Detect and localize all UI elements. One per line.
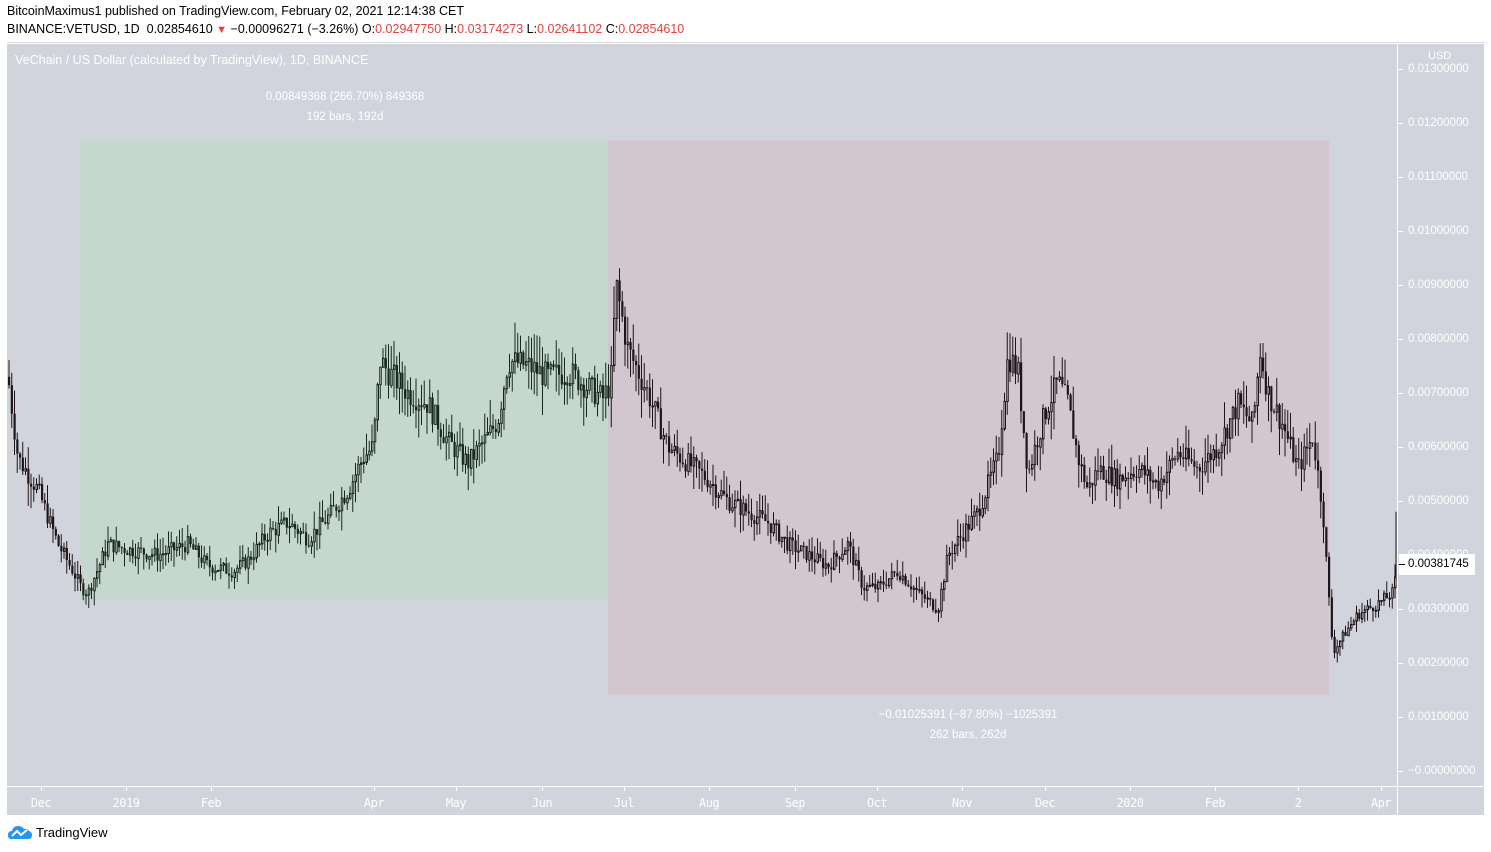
- price-tick-label: 0.00800000: [1408, 333, 1469, 345]
- price-tick-label: 0.00400000: [1408, 549, 1469, 561]
- time-tick: [795, 787, 796, 791]
- price-tick-label: 0.01300000: [1408, 63, 1469, 75]
- price-tick-label: 0.01000000: [1408, 225, 1469, 237]
- price-tick: [1398, 69, 1403, 70]
- price-tick: [1398, 771, 1403, 772]
- price-tick-label: 0.00700000: [1408, 387, 1469, 399]
- price-tick: [1398, 663, 1403, 664]
- price-tick-label: −0.00000000: [1408, 765, 1476, 777]
- price-tick: [1398, 123, 1403, 124]
- publish-info: BitcoinMaximus1 published on TradingView…: [7, 4, 464, 18]
- price-tick: [1398, 231, 1403, 232]
- measure-down-change: −0.01025391 (−87.80%) −1025391: [878, 709, 1058, 721]
- time-tick-label: Oct: [866, 796, 888, 810]
- time-tick: [1130, 787, 1131, 791]
- price-tick-label: 0.00900000: [1408, 279, 1469, 291]
- time-tick-label: Jun: [531, 796, 553, 810]
- time-tick: [542, 787, 543, 791]
- close-label: C:: [605, 22, 619, 36]
- time-tick-label: Aug: [698, 796, 720, 810]
- chart-container: VeChain / US Dollar (calculated by Tradi…: [7, 44, 1485, 816]
- time-tick-label: Feb: [200, 796, 222, 810]
- header-divider: [7, 42, 1484, 43]
- price-tick-label: 0.01200000: [1408, 117, 1469, 129]
- time-tick: [41, 787, 42, 791]
- measure-down-bars: 262 bars, 262d: [929, 729, 1007, 741]
- candlestick-chart: [8, 140, 1397, 695]
- time-tick-label: Feb: [1204, 796, 1226, 810]
- currency-label: USD: [1428, 50, 1452, 62]
- time-tick-label: Dec: [1034, 796, 1056, 810]
- publisher-name[interactable]: BitcoinMaximus1: [7, 4, 102, 18]
- time-tick: [456, 787, 457, 791]
- price-axis[interactable]: USD 0.00381745 0.01300000 0.01200000 0.011…: [1397, 44, 1485, 786]
- price-tick: [1398, 555, 1403, 556]
- time-tick-label: Apr: [363, 796, 385, 810]
- time-tick: [709, 787, 710, 791]
- close-value: 0.02854610: [618, 22, 685, 36]
- plot-area[interactable]: VeChain / US Dollar (calculated by Tradi…: [7, 44, 1397, 786]
- price-tick: [1398, 285, 1403, 286]
- last-price-tag: 0.00381745: [1399, 554, 1475, 575]
- footer: TradingView: [8, 824, 108, 840]
- time-tick: [877, 787, 878, 791]
- chart-title: VeChain / US Dollar (calculated by Tradi…: [15, 53, 369, 67]
- price-tick: [1398, 447, 1403, 448]
- axis-corner: [1397, 786, 1485, 816]
- time-axis[interactable]: Dec 2019 Feb Apr May Jun Jul Aug Sep Oct Nov Dec 202…: [7, 786, 1397, 816]
- time-tick-label: May: [445, 796, 467, 810]
- time-tick: [624, 787, 625, 791]
- last-price: 0.02854610: [146, 22, 213, 36]
- price-tick: [1398, 339, 1403, 340]
- price-tick: [1398, 609, 1403, 610]
- price-tick-label: 0.00500000: [1408, 495, 1469, 507]
- high-value: 0.03174273: [457, 22, 524, 36]
- symbol-info: BINANCE:VETUSD, 1D 0.02854610 ▼ −0.00096…: [7, 22, 684, 36]
- price-change: −0.00096271 (−3.26%): [230, 22, 359, 36]
- brand-name[interactable]: TradingView: [36, 824, 108, 840]
- time-tick-label: 2: [1294, 796, 1302, 810]
- high-label: H:: [444, 22, 458, 36]
- time-tick-label: Nov: [951, 796, 973, 810]
- price-tick: [1398, 501, 1403, 502]
- time-tick: [374, 787, 375, 791]
- price-tick: [1398, 177, 1403, 178]
- time-tick: [1045, 787, 1046, 791]
- time-tick: [211, 787, 212, 791]
- price-tick-label: 0.00200000: [1408, 657, 1469, 669]
- measure-up-label: 0.00849368 (266.70%) 849368 192 bars, 19…: [266, 87, 425, 127]
- open-value: 0.02947750: [375, 22, 442, 36]
- time-tick-label: Apr: [1370, 796, 1392, 810]
- measure-down-label: −0.01025391 (−87.80%) −1025391 262 bars,…: [879, 705, 1058, 745]
- time-tick: [1215, 787, 1216, 791]
- tradingview-cloud-icon: [8, 826, 32, 839]
- measure-up-change: 0.00849368 (266.70%) 849368: [265, 91, 425, 103]
- price-tick: [1398, 717, 1403, 718]
- time-tick: [126, 787, 127, 791]
- triangle-down-icon: ▼: [216, 24, 228, 36]
- time-tick-label: 2020: [1116, 796, 1144, 810]
- time-tick: [1298, 787, 1299, 791]
- published-text: published on TradingView.com, February 0…: [104, 4, 464, 18]
- time-tick-label: 2019: [112, 796, 140, 810]
- price-tick: [1398, 393, 1403, 394]
- symbol: BINANCE:VETUSD, 1D: [7, 22, 140, 36]
- open-label: O:: [361, 22, 376, 36]
- time-tick: [1381, 787, 1382, 791]
- time-tick-label: Jul: [613, 796, 635, 810]
- low-value: 0.02641102: [537, 22, 603, 36]
- price-tick-label: 0.00100000: [1408, 711, 1469, 723]
- low-label: L:: [526, 22, 538, 36]
- price-tick-label: 0.00300000: [1408, 603, 1469, 615]
- time-tick: [962, 787, 963, 791]
- price-tick-label: 0.00600000: [1408, 441, 1469, 453]
- time-tick-label: Sep: [784, 796, 806, 810]
- price-tick-label: 0.01100000: [1408, 171, 1468, 183]
- time-tick-label: Dec: [30, 796, 52, 810]
- measure-up-bars: 192 bars, 192d: [306, 111, 384, 123]
